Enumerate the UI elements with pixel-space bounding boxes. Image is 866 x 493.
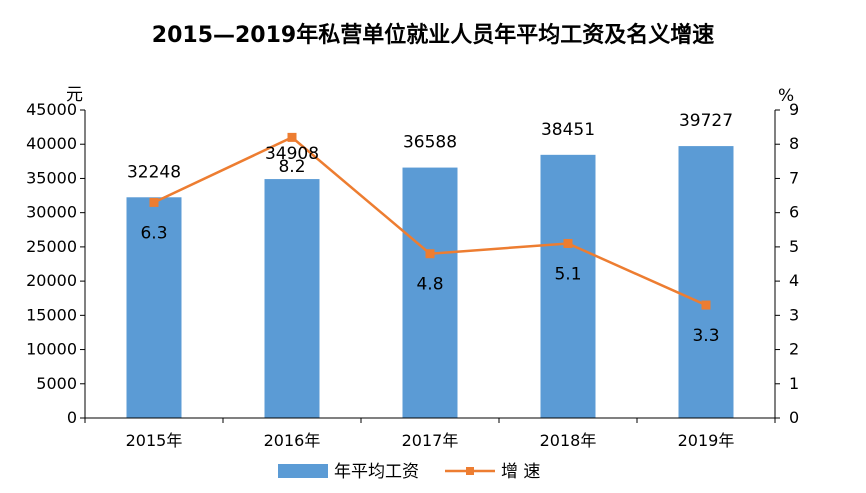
left-tick-label: 40000 [26, 134, 77, 153]
growth-value-label: 8.2 [278, 157, 305, 177]
bar [540, 154, 596, 418]
left-tick-label: 0 [67, 408, 77, 427]
right-tick-label: 3 [789, 305, 799, 324]
bar-value-label: 36588 [403, 133, 457, 153]
left-tick-label: 25000 [26, 237, 77, 256]
bar-value-label: 32248 [127, 162, 181, 182]
right-tick-label: 4 [789, 271, 799, 290]
right-tick-label: 7 [789, 168, 799, 187]
bar-value-label: 34908 [265, 144, 319, 164]
growth-value-label: 6.3 [140, 223, 167, 243]
chart-title: 2015—2019年私营单位就业人员年平均工资及名义增速 [152, 22, 714, 48]
bar [126, 197, 182, 418]
legend-label-bar: 年平均工资 [334, 462, 419, 482]
left-axis-unit: 元 [66, 85, 83, 105]
bar-value-label: 39727 [679, 111, 733, 131]
growth-value-label: 4.8 [416, 275, 443, 295]
bar [402, 167, 458, 418]
growth-marker [149, 197, 159, 207]
right-tick-label: 2 [789, 340, 799, 359]
x-tick-label: 2016年 [264, 431, 321, 450]
x-tick-label: 2019年 [678, 431, 735, 450]
left-tick-label: 30000 [26, 203, 77, 222]
left-tick-label: 15000 [26, 305, 77, 324]
left-tick-label: 45000 [26, 100, 77, 119]
right-axis-unit: % [778, 86, 794, 106]
growth-value-label: 3.3 [692, 326, 719, 346]
legend-label-line: 增 速 [501, 462, 540, 482]
legend-swatch-bar [278, 464, 328, 478]
right-tick-label: 0 [789, 408, 799, 427]
plot-area: 0 5000 10000 15000 20000 25000 30000 35000 40000… [26, 100, 799, 450]
bar-value-label: 38451 [541, 120, 595, 140]
growth-marker [701, 300, 711, 310]
right-tick-label: 1 [789, 374, 799, 393]
growth-marker [287, 132, 297, 142]
bar [264, 179, 320, 418]
x-tick-label: 2015年 [126, 431, 183, 450]
left-tick-label: 10000 [26, 340, 77, 359]
x-tick-label: 2017年 [402, 431, 459, 450]
growth-marker [563, 238, 573, 248]
left-tick-label: 20000 [26, 271, 77, 290]
x-tick-label: 2018年 [540, 431, 597, 450]
bar [678, 146, 734, 418]
right-tick-label: 6 [789, 203, 799, 222]
right-tick-label: 5 [789, 237, 799, 256]
left-tick-label: 35000 [26, 168, 77, 187]
legend: 年平均工资 增 速 [278, 462, 540, 482]
growth-marker [425, 249, 435, 259]
right-tick-label: 8 [789, 134, 799, 153]
legend-swatch-marker [466, 467, 474, 475]
left-tick-label: 5000 [36, 374, 77, 393]
growth-value-label: 5.1 [554, 264, 581, 284]
right-tick-label: 9 [789, 100, 799, 119]
